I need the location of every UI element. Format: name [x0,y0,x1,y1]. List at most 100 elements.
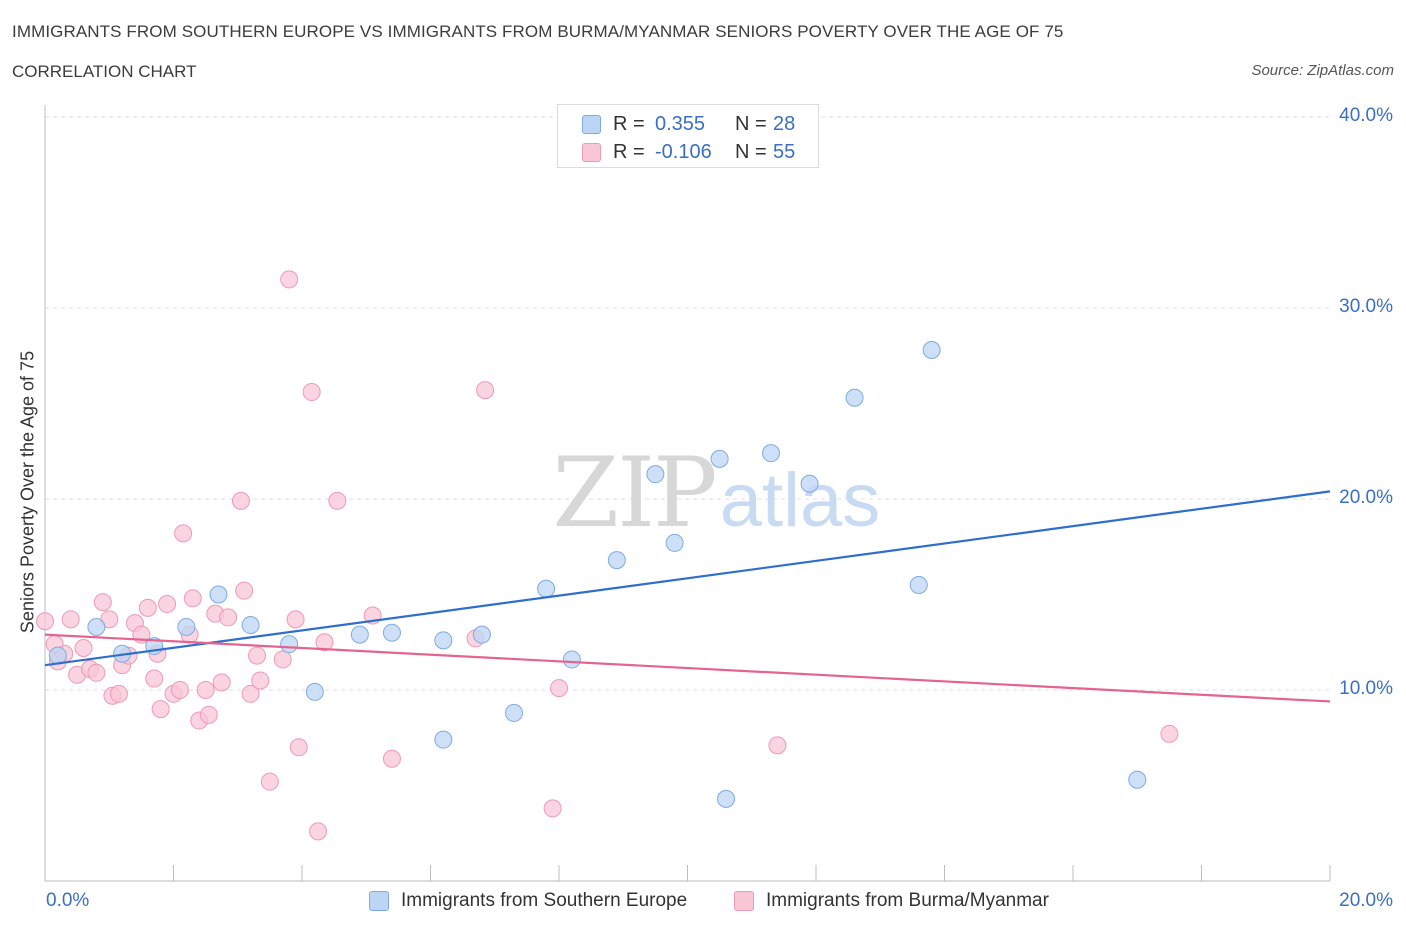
legend-n-value: 55 [773,140,796,163]
legend-row-southern-europe: R = 0.355 N = 28 [582,111,845,137]
legend-swatch-blue [582,114,601,134]
data-point-burma [241,684,260,703]
data-point-southern-europe [305,682,324,701]
data-point-burma [289,738,308,757]
data-point-southern-europe [800,474,819,493]
legend-r-label: R = [613,140,645,163]
source-credit: Source: ZipAtlas.com [1251,62,1394,79]
data-point-southern-europe [1128,770,1147,789]
legend-n-label: N = [735,140,767,163]
data-point-burma [328,491,347,510]
data-point-burma [248,646,267,665]
y-tick-label: 30.0% [1339,296,1393,317]
data-point-burma [183,589,202,608]
legend-r-value: 0.355 [655,112,706,135]
data-point-southern-europe [350,625,369,644]
bottom-legend-southern-europe: Immigrants from Southern Europe [369,890,687,912]
data-point-burma [199,705,218,724]
data-point-burma [315,633,334,652]
data-point-burma [476,381,495,400]
data-point-southern-europe [909,575,928,594]
data-point-southern-europe [845,388,864,407]
data-point-southern-europe [87,617,106,636]
data-point-burma [36,612,54,631]
data-point-burma [273,650,292,669]
data-point-burma [302,383,321,402]
data-point-burma [286,610,305,629]
data-point-burma [219,608,238,627]
data-point-southern-europe [646,465,665,484]
data-point-burma [109,684,128,703]
trend-lines [44,490,1331,703]
data-point-southern-europe [434,730,453,749]
chart-subtitle: CORRELATION CHART [12,62,197,81]
x-tick-label-max: 20.0% [1339,890,1393,911]
watermark-zip: ZIP [552,437,715,549]
data-point-southern-europe [472,625,491,644]
data-point-southern-europe [922,341,941,360]
data-point-burma [196,681,215,699]
trend-line-burma [44,633,1331,703]
axes [44,105,1331,882]
y-tick-label: 40.0% [1339,105,1393,126]
data-point-burma [145,669,164,688]
legend-swatch-pink [582,142,601,162]
trend-line-southern-europe [44,490,1331,667]
data-point-southern-europe [505,703,524,722]
data-point-burma [382,749,401,768]
data-point-burma [61,610,80,629]
legend-n-value: 28 [773,112,796,135]
gridlines [45,116,1330,691]
data-point-burma [280,270,299,289]
correlation-legend: R = 0.355 N = 28 R = -0.106 N = 55 [557,104,819,168]
y-axis-label: Seniors Poverty Over the Age of 75 [17,350,38,634]
series-southern-europe-points [48,341,1147,808]
data-point-southern-europe [241,616,260,635]
data-point-burma [309,822,328,841]
x-tick-label-min: 0.0% [46,890,90,911]
data-point-burma [138,598,157,617]
legend-r-label: R = [613,112,645,135]
data-point-southern-europe [434,631,453,650]
data-point-southern-europe [280,635,299,654]
data-point-southern-europe [562,650,581,669]
data-point-burma [768,736,787,755]
data-point-burma [251,671,270,690]
data-point-southern-europe [537,579,556,598]
data-point-southern-europe [209,585,228,604]
data-point-burma [543,799,562,818]
data-point-burma [87,663,106,682]
y-tick-label: 20.0% [1339,487,1393,508]
data-point-southern-europe [382,623,401,642]
data-point-burma [550,679,568,698]
legend-r-value: -0.106 [655,140,712,163]
data-point-burma [174,524,193,543]
bottom-legend-label: Immigrants from Southern Europe [401,890,688,911]
data-point-southern-europe [717,789,736,808]
data-point-burma [212,673,231,692]
data-point-burma [74,638,93,657]
data-point-burma [231,491,250,510]
data-point-southern-europe [607,551,626,570]
data-point-burma [170,681,189,699]
watermark-atlas: atlas [720,458,881,543]
data-point-southern-europe [665,533,684,552]
data-point-burma [235,581,254,600]
data-point-burma [1160,724,1179,743]
data-point-southern-europe [177,617,196,636]
legend-row-burma: R = -0.106 N = 55 [582,139,845,165]
legend-n-label: N = [735,112,767,135]
bottom-legend-swatch-pink [734,891,754,911]
y-tick-label: 10.0% [1339,678,1393,699]
chart-title: IMMIGRANTS FROM SOUTHERN EUROPE VS IMMIG… [12,22,1064,41]
data-point-burma [260,772,279,791]
data-point-burma [151,700,170,719]
data-point-burma [158,595,177,614]
bottom-legend-swatch-blue [369,891,389,911]
series-burma-points [36,270,1179,841]
data-point-southern-europe [710,449,729,468]
bottom-legend-label: Immigrants from Burma/Myanmar [766,890,1049,911]
bottom-legend-burma: Immigrants from Burma/Myanmar [734,890,1049,912]
data-point-southern-europe [762,444,781,463]
